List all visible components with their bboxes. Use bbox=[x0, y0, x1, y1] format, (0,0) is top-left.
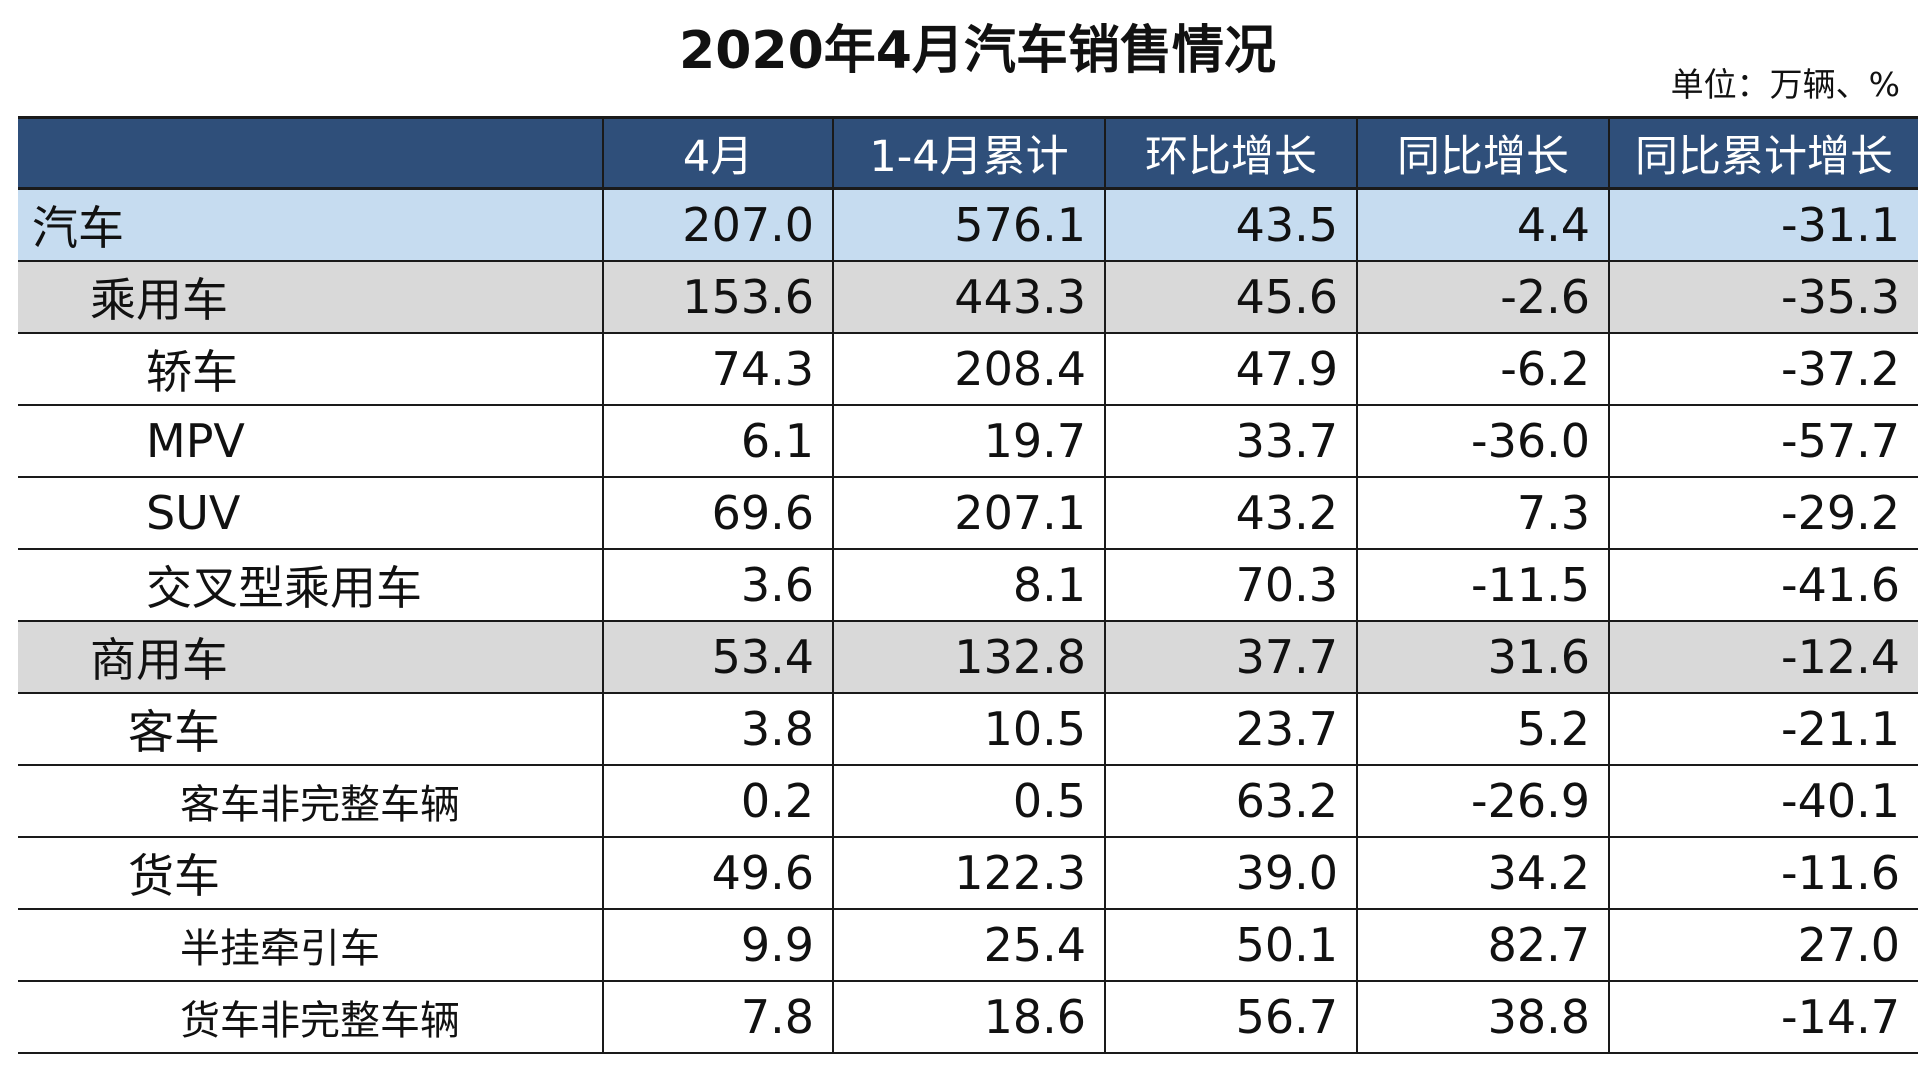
table-cell: 153.6 bbox=[602, 261, 833, 334]
row-label: MPV bbox=[18, 405, 603, 478]
table-cell: 6.1 bbox=[602, 405, 833, 478]
table-cell: 207.1 bbox=[832, 477, 1105, 550]
table-cell: 74.3 bbox=[602, 333, 833, 406]
table-cell: -2.6 bbox=[1356, 261, 1609, 334]
table-cell: 10.5 bbox=[832, 693, 1105, 766]
table-cell: 82.7 bbox=[1356, 909, 1609, 982]
row-label: 汽车 bbox=[18, 188, 603, 262]
table-cell: 3.6 bbox=[602, 549, 833, 622]
table-cell: 0.5 bbox=[832, 765, 1105, 838]
table-cell: 9.9 bbox=[602, 909, 833, 982]
table-cell: -11.6 bbox=[1608, 837, 1918, 910]
table-cell: -21.1 bbox=[1608, 693, 1918, 766]
table-cell: 25.4 bbox=[832, 909, 1105, 982]
table-cell: 63.2 bbox=[1104, 765, 1357, 838]
table-cell: 208.4 bbox=[832, 333, 1105, 406]
table-cell: -14.7 bbox=[1608, 981, 1918, 1054]
page-title: 2020年4月汽车销售情况 bbox=[679, 21, 1276, 81]
table-cell: 38.8 bbox=[1356, 981, 1609, 1054]
table-row: 货车 49.6 122.3 39.0 34.2 -11.6 bbox=[18, 837, 1918, 910]
table-cell: 34.2 bbox=[1356, 837, 1609, 910]
row-label: 轿车 bbox=[18, 333, 603, 406]
table-cell: 8.1 bbox=[832, 549, 1105, 622]
sales-table: 4月 1-4月累计 环比增长 同比增长 同比累计增长 汽车 207.0 576.1 4… bbox=[18, 116, 1918, 1054]
table-cell: 19.7 bbox=[832, 405, 1105, 478]
table-row: 半挂牵引车 9.9 25.4 50.1 82.7 27.0 bbox=[18, 909, 1918, 982]
table-cell: 3.8 bbox=[602, 693, 833, 766]
row-label: 半挂牵引车 bbox=[18, 909, 603, 982]
table-cell: 56.7 bbox=[1104, 981, 1357, 1054]
table-cell: -40.1 bbox=[1608, 765, 1918, 838]
table-cell: 18.6 bbox=[832, 981, 1105, 1054]
table-row: 客车非完整车辆 0.2 0.5 63.2 -26.9 -40.1 bbox=[18, 765, 1918, 838]
table-cell: -26.9 bbox=[1356, 765, 1609, 838]
table-cell: 47.9 bbox=[1104, 333, 1357, 406]
header-cell-ytd: 1-4月累计 bbox=[832, 116, 1106, 190]
table-cell: -57.7 bbox=[1608, 405, 1918, 478]
table-cell: 27.0 bbox=[1608, 909, 1918, 982]
table-cell: 43.2 bbox=[1104, 477, 1357, 550]
table-cell: 7.3 bbox=[1356, 477, 1609, 550]
table-cell: 443.3 bbox=[832, 261, 1105, 334]
table-cell: 43.5 bbox=[1104, 188, 1357, 262]
table-cell: 45.6 bbox=[1104, 261, 1357, 334]
table-row: 客车 3.8 10.5 23.7 5.2 -21.1 bbox=[18, 693, 1918, 766]
header-cell-category bbox=[18, 116, 604, 190]
table-cell: -37.2 bbox=[1608, 333, 1918, 406]
row-label: 商用车 bbox=[18, 621, 603, 694]
table-cell: 70.3 bbox=[1104, 549, 1357, 622]
table-cell: 207.0 bbox=[602, 188, 833, 262]
row-label: 客车 bbox=[18, 693, 603, 766]
table-cell: 37.7 bbox=[1104, 621, 1357, 694]
table-cell: 39.0 bbox=[1104, 837, 1357, 910]
table-cell: -12.4 bbox=[1608, 621, 1918, 694]
table-cell: 576.1 bbox=[832, 188, 1105, 262]
header-cell-april: 4月 bbox=[602, 116, 834, 190]
row-label: 客车非完整车辆 bbox=[18, 765, 603, 838]
header-cell-mom: 环比增长 bbox=[1104, 116, 1358, 190]
table-cell: 7.8 bbox=[602, 981, 833, 1054]
table-cell: -35.3 bbox=[1608, 261, 1918, 334]
table-cell: 31.6 bbox=[1356, 621, 1609, 694]
table-cell: -11.5 bbox=[1356, 549, 1609, 622]
table-row: 商用车 53.4 132.8 37.7 31.6 -12.4 bbox=[18, 621, 1918, 694]
table-cell: 4.4 bbox=[1356, 188, 1609, 262]
row-label: SUV bbox=[18, 477, 603, 550]
table-cell: 49.6 bbox=[602, 837, 833, 910]
table-cell: -29.2 bbox=[1608, 477, 1918, 550]
table-cell: -31.1 bbox=[1608, 188, 1918, 262]
table-row: 乘用车 153.6 443.3 45.6 -2.6 -35.3 bbox=[18, 261, 1918, 334]
table-row: SUV 69.6 207.1 43.2 7.3 -29.2 bbox=[18, 477, 1918, 550]
header-cell-yoy: 同比增长 bbox=[1356, 116, 1610, 190]
table-cell: 53.4 bbox=[602, 621, 833, 694]
table-row: MPV 6.1 19.7 33.7 -36.0 -57.7 bbox=[18, 405, 1918, 478]
table-row: 货车非完整车辆 7.8 18.6 56.7 38.8 -14.7 bbox=[18, 981, 1918, 1054]
table-row: 汽车 207.0 576.1 43.5 4.4 -31.1 bbox=[18, 188, 1918, 262]
table-cell: 5.2 bbox=[1356, 693, 1609, 766]
row-label: 乘用车 bbox=[18, 261, 603, 334]
table-cell: -6.2 bbox=[1356, 333, 1609, 406]
table-row: 交叉型乘用车 3.6 8.1 70.3 -11.5 -41.6 bbox=[18, 549, 1918, 622]
table-cell: 50.1 bbox=[1104, 909, 1357, 982]
table-cell: 23.7 bbox=[1104, 693, 1357, 766]
header-cell-ytd-yoy: 同比累计增长 bbox=[1608, 116, 1918, 190]
table-cell: 132.8 bbox=[832, 621, 1105, 694]
table-cell: 69.6 bbox=[602, 477, 833, 550]
row-label: 货车 bbox=[18, 837, 603, 910]
table-row: 轿车 74.3 208.4 47.9 -6.2 -37.2 bbox=[18, 333, 1918, 406]
table-cell: -36.0 bbox=[1356, 405, 1609, 478]
table-header-row: 4月 1-4月累计 环比增长 同比增长 同比累计增长 bbox=[18, 116, 1918, 190]
row-label: 交叉型乘用车 bbox=[18, 549, 603, 622]
table-cell: 33.7 bbox=[1104, 405, 1357, 478]
table-cell: 0.2 bbox=[602, 765, 833, 838]
unit-label: 单位：万辆、% bbox=[1670, 65, 1900, 104]
table-cell: -41.6 bbox=[1608, 549, 1918, 622]
row-label: 货车非完整车辆 bbox=[18, 981, 603, 1054]
table-cell: 122.3 bbox=[832, 837, 1105, 910]
